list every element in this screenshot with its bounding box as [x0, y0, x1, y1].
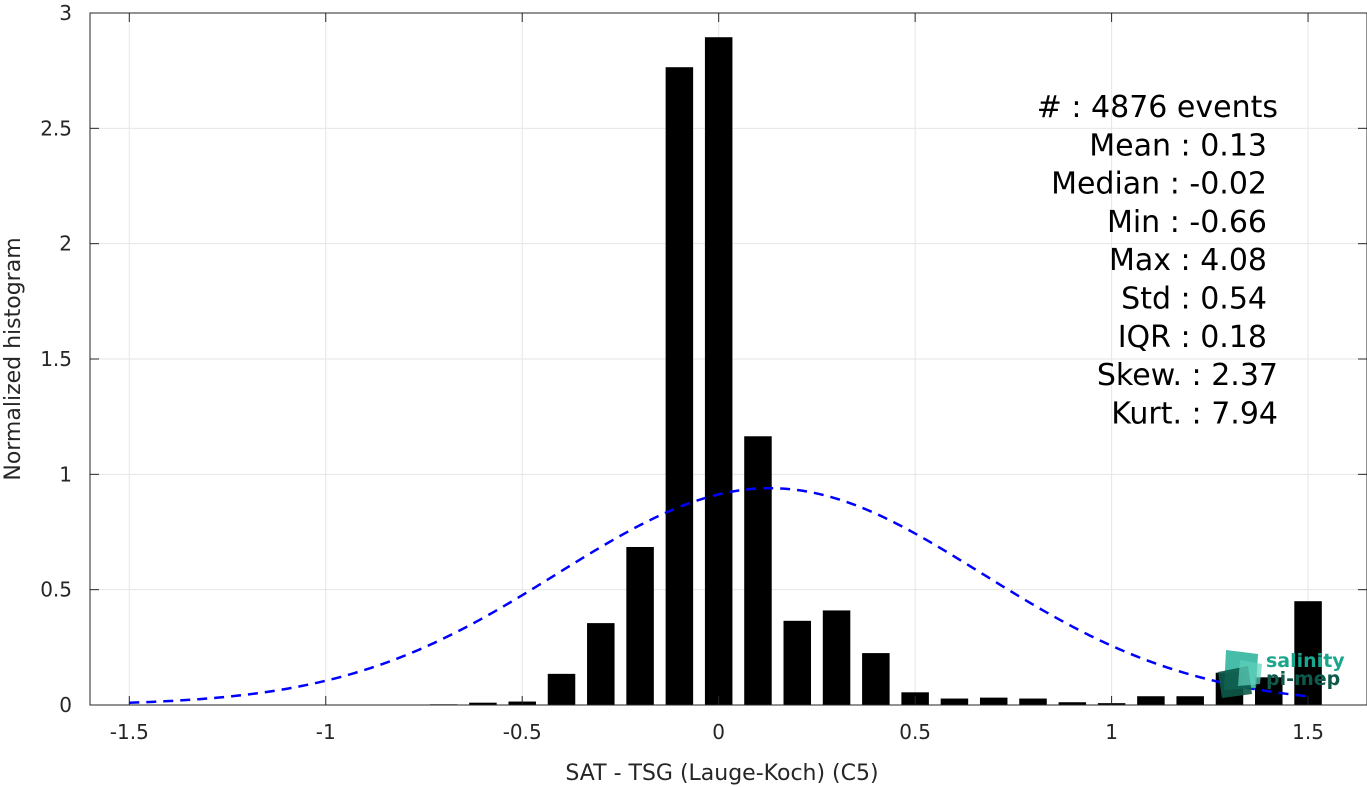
- y-tick-label: 1.5: [40, 347, 72, 371]
- y-axis-ticks: 0 0.5 1 1.5 2 2.5 3: [40, 1, 1367, 717]
- histogram-bar: [783, 620, 812, 705]
- stat-line: Max : 4.08: [1109, 243, 1267, 278]
- stat-line: Mean : 0.13: [1089, 128, 1267, 163]
- y-tick-label: 2.5: [40, 116, 72, 140]
- normal-fit-curve: [129, 486, 1309, 704]
- y-tick-label: 0: [59, 693, 72, 717]
- stat-line: Min : -0.66: [1107, 205, 1267, 240]
- stat-line: Kurt. : 7.94: [1111, 396, 1278, 431]
- salinity-pimep-logo: salinity pi-mep: [1218, 650, 1345, 698]
- histogram-bar: [940, 698, 969, 705]
- x-tick-label: 0.5: [899, 720, 931, 744]
- y-tick-label: 3: [59, 1, 72, 25]
- logo-text-salinity: salinity: [1266, 650, 1345, 672]
- histogram-bar: [665, 67, 694, 705]
- histogram-bar: [744, 436, 772, 705]
- x-tick-label: 1: [1105, 720, 1118, 744]
- histogram-bar: [862, 653, 890, 705]
- histogram-bar: [1137, 696, 1165, 705]
- y-tick-label: 0.5: [40, 578, 72, 602]
- stat-line: Skew. : 2.37: [1097, 358, 1278, 393]
- y-tick-label: 2: [59, 232, 72, 256]
- x-axis-label: SAT - TSG (Lauge-Koch) (C5): [565, 761, 878, 786]
- histogram-bar: [979, 697, 1008, 705]
- histogram-bar: [626, 546, 654, 705]
- x-axis-ticks: -1.5 -1 -0.5 0 0.5 1 1.5: [110, 13, 1324, 744]
- histogram-bar: [822, 610, 851, 705]
- histogram-bars: [429, 37, 1322, 706]
- histogram-bar: [1058, 702, 1087, 705]
- x-tick-label: 1.5: [1292, 720, 1324, 744]
- y-axis-label: Normalized histogram: [1, 237, 26, 480]
- x-tick-label: -1: [316, 720, 336, 744]
- y-tick-label: 1: [59, 462, 72, 486]
- histogram-bar: [704, 37, 733, 706]
- stat-line: # : 4876 events: [1037, 90, 1278, 125]
- x-tick-label: 0: [712, 720, 725, 744]
- stat-line: IQR : 0.18: [1118, 320, 1267, 355]
- x-tick-label: -1.5: [110, 720, 149, 744]
- stat-line: Median : -0.02: [1051, 167, 1267, 202]
- histogram-bar: [587, 623, 615, 705]
- x-tick-label: -0.5: [503, 720, 542, 744]
- histogram-bar: [1294, 601, 1322, 705]
- histogram-bar: [547, 673, 576, 705]
- histogram-bar: [469, 702, 497, 705]
- logo-icon: [1218, 650, 1262, 698]
- logo-text-pimep: pi-mep: [1266, 668, 1340, 690]
- stat-line: Std : 0.54: [1121, 282, 1267, 317]
- histogram-bar: [1176, 696, 1204, 705]
- histogram-bar: [1019, 698, 1047, 705]
